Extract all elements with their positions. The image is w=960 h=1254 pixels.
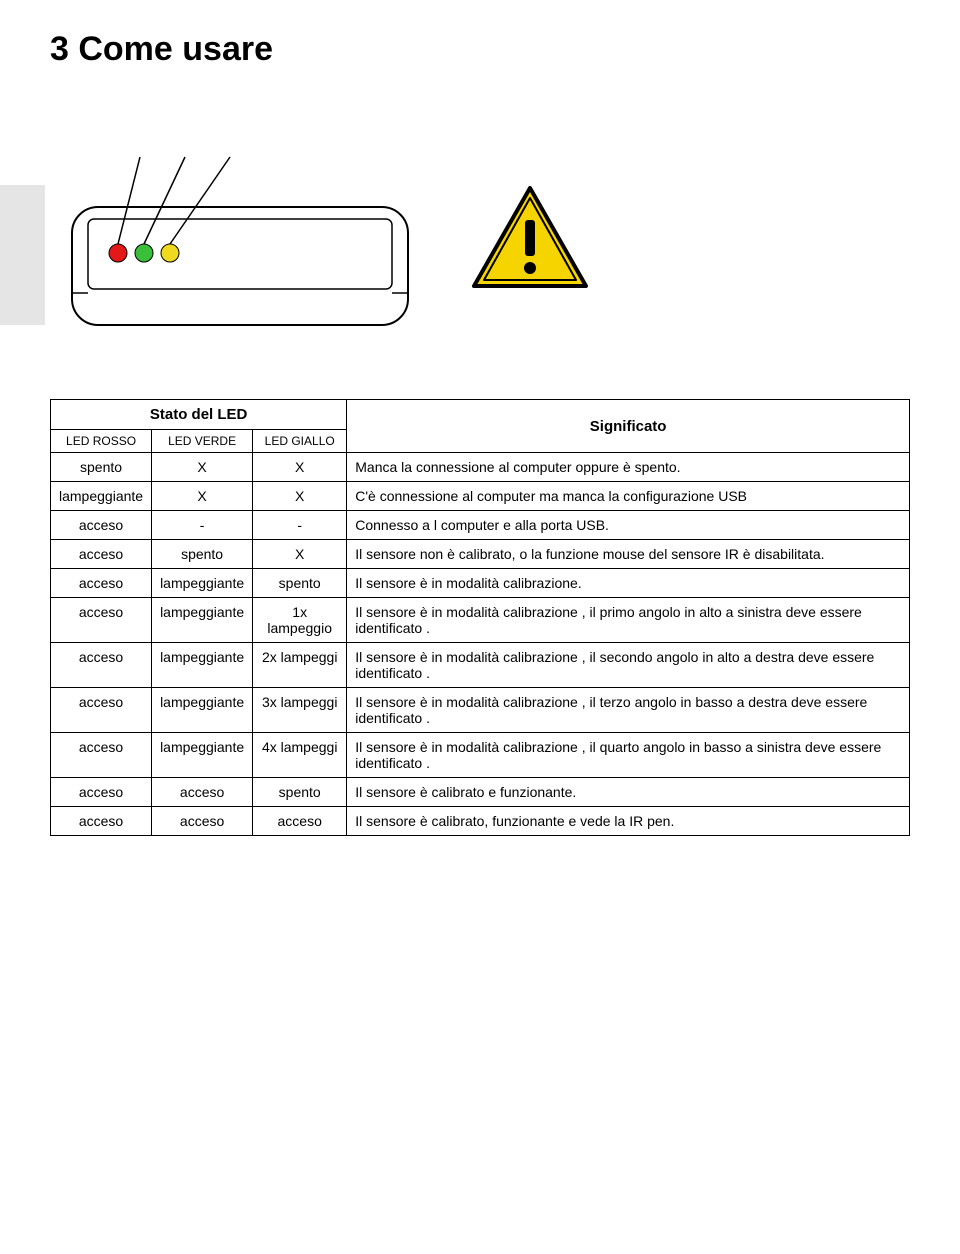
subheader-giallo: LED GIALLO: [253, 430, 347, 453]
significato-cell: Il sensore è in modalità calibrazione , …: [347, 598, 910, 643]
significato-cell: Il sensore è in modalità calibrazione.: [347, 569, 910, 598]
led-cell: spento: [152, 540, 253, 569]
led-cell: 2x lampeggi: [253, 643, 347, 688]
led-cell: acceso: [152, 807, 253, 836]
significato-cell: Il sensore è in modalità calibrazione , …: [347, 733, 910, 778]
table-row: spentoXXManca la connessione al computer…: [51, 453, 910, 482]
significato-cell: Il sensore è in modalità calibrazione , …: [347, 688, 910, 733]
led-cell: spento: [253, 569, 347, 598]
subheader-rosso: LED ROSSO: [51, 430, 152, 453]
led-cell: lampeggiante: [152, 569, 253, 598]
led-cell: acceso: [51, 540, 152, 569]
subheader-verde: LED VERDE: [152, 430, 253, 453]
led-cell: acceso: [152, 778, 253, 807]
page-title: 3 Come usare: [50, 30, 910, 69]
decorative-gray-bar: [0, 185, 45, 325]
led-cell: lampeggiante: [51, 482, 152, 511]
warning-icon: [470, 184, 590, 294]
table-row: accesolampeggiante3x lampeggiIl sensore …: [51, 688, 910, 733]
led-cell: X: [253, 482, 347, 511]
led-cell: acceso: [51, 688, 152, 733]
led-cell: X: [152, 482, 253, 511]
led-cell: acceso: [51, 511, 152, 540]
led-cell: 1x lampeggio: [253, 598, 347, 643]
led-cell: 3x lampeggi: [253, 688, 347, 733]
significato-cell: Il sensore è in modalità calibrazione , …: [347, 643, 910, 688]
led-cell: 4x lampeggi: [253, 733, 347, 778]
device-diagram: [70, 149, 410, 329]
led-cell: X: [253, 540, 347, 569]
table-row: accesospentoXIl sensore non è calibrato,…: [51, 540, 910, 569]
table-row: accesolampeggiante1x lampeggioIl sensore…: [51, 598, 910, 643]
table-row: accesoaccesospentoIl sensore è calibrato…: [51, 778, 910, 807]
table-header-state: Stato del LED: [51, 400, 347, 430]
led-cell: acceso: [51, 778, 152, 807]
led-cell: lampeggiante: [152, 598, 253, 643]
led-cell: -: [253, 511, 347, 540]
table-header-significato: Significato: [347, 400, 910, 453]
led-cell: X: [253, 453, 347, 482]
significato-cell: C'è connessione al computer ma manca la …: [347, 482, 910, 511]
led-cell: spento: [51, 453, 152, 482]
table-row: accesolampeggiante4x lampeggiIl sensore …: [51, 733, 910, 778]
significato-cell: Il sensore non è calibrato, o la funzion…: [347, 540, 910, 569]
led-cell: acceso: [51, 598, 152, 643]
led-cell: acceso: [51, 807, 152, 836]
led-cell: lampeggiante: [152, 643, 253, 688]
table-row: accesolampeggiantespentoIl sensore è in …: [51, 569, 910, 598]
significato-cell: Il sensore è calibrato, funzionante e ve…: [347, 807, 910, 836]
led-cell: lampeggiante: [152, 733, 253, 778]
significato-cell: Il sensore è calibrato e funzionante.: [347, 778, 910, 807]
led-cell: acceso: [253, 807, 347, 836]
table-row: accesoaccesoaccesoIl sensore è calibrato…: [51, 807, 910, 836]
led-cell: X: [152, 453, 253, 482]
table-row: lampeggianteXXC'è connessione al compute…: [51, 482, 910, 511]
led-cell: -: [152, 511, 253, 540]
led-cell: lampeggiante: [152, 688, 253, 733]
led-cell: acceso: [51, 643, 152, 688]
table-row: accesolampeggiante2x lampeggiIl sensore …: [51, 643, 910, 688]
led-cell: acceso: [51, 569, 152, 598]
led-cell: spento: [253, 778, 347, 807]
diagram-row: [70, 149, 910, 329]
led-cell: acceso: [51, 733, 152, 778]
significato-cell: Connesso a l computer e alla porta USB.: [347, 511, 910, 540]
significato-cell: Manca la connessione al computer oppure …: [347, 453, 910, 482]
table-row: acceso--Connesso a l computer e alla por…: [51, 511, 910, 540]
led-status-table: Stato del LED Significato LED ROSSO LED …: [50, 399, 910, 836]
